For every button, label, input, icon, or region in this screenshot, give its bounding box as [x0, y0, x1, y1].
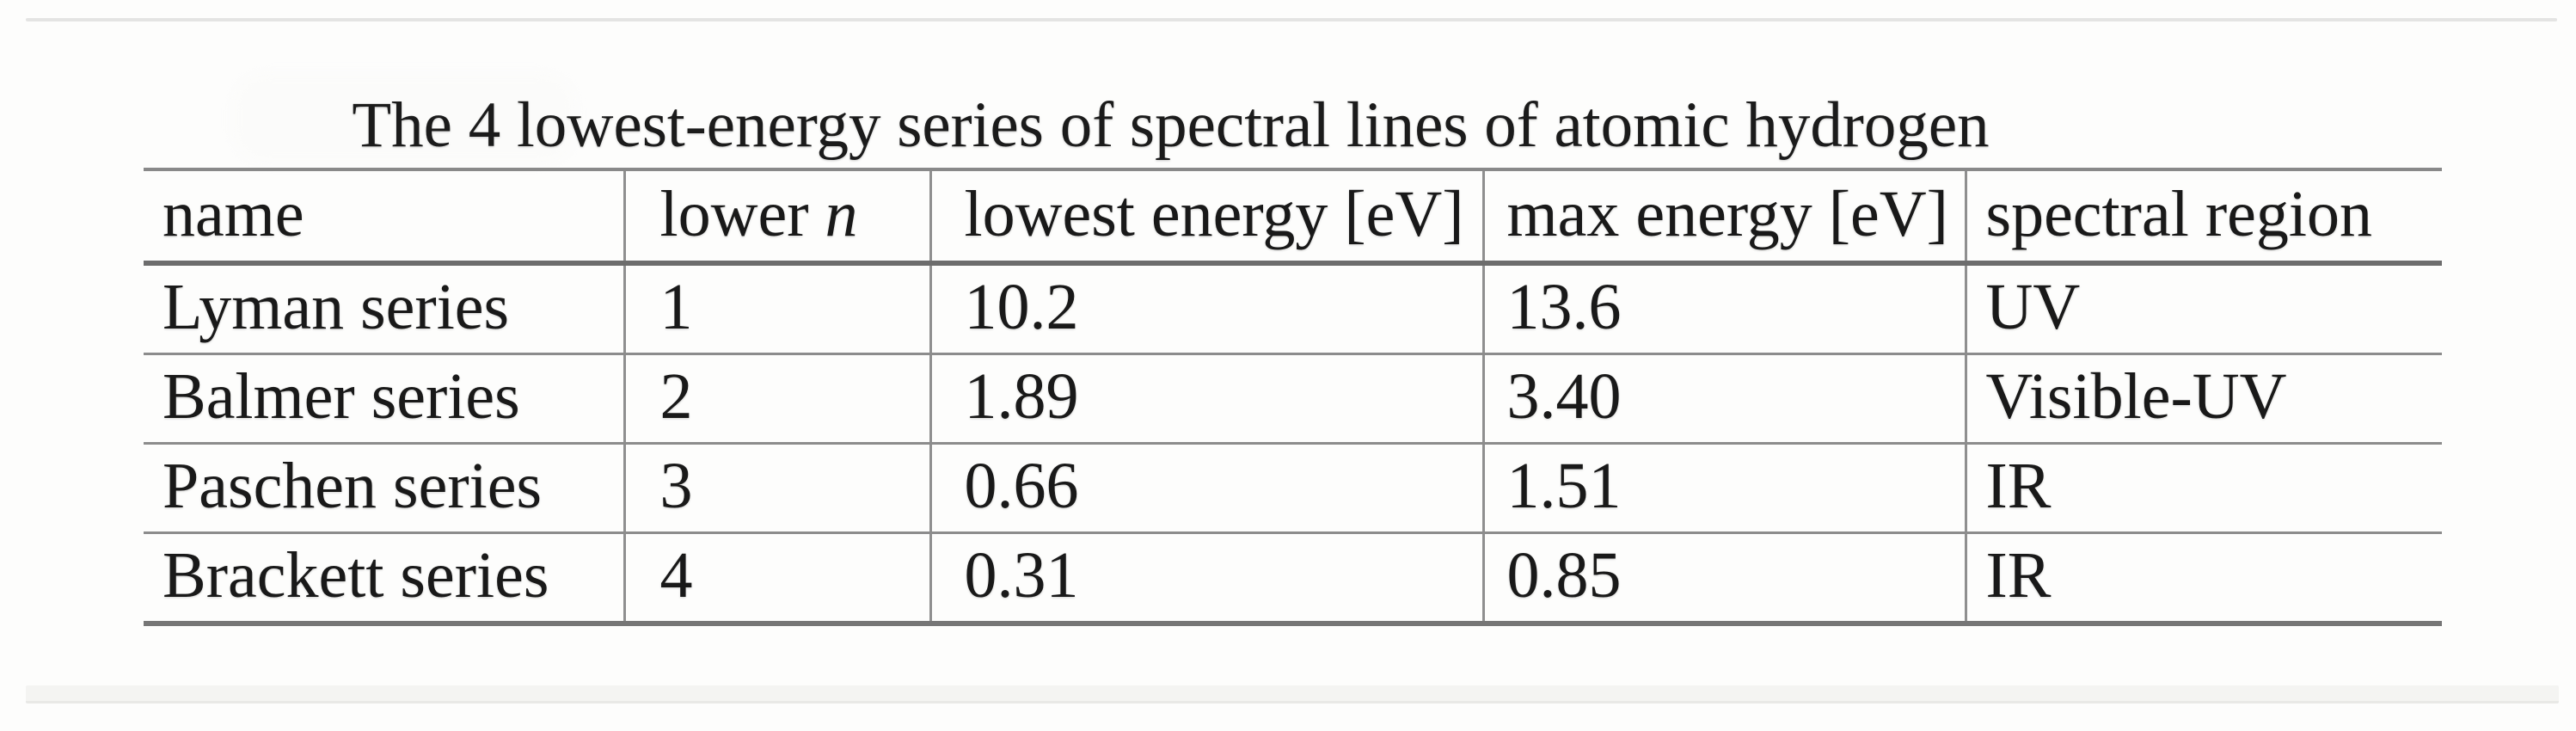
column-header-lowest-energy-label: lowest energy [eV]	[964, 177, 1464, 250]
cell-lower-n: 2	[623, 353, 930, 445]
cell-lowest-energy: 0.66	[929, 443, 1483, 534]
cell-lower-n: 4	[623, 532, 930, 626]
cell-series-name: Lyman series	[144, 263, 624, 355]
cell-spectral-region: Visible-UV	[1964, 353, 2442, 445]
column-header-lowest-energy: lowest energy [eV]	[929, 168, 1483, 266]
cell-lowest-energy: 1.89	[929, 353, 1483, 445]
table-body: Lyman series 1 10.2 13.6 UV Balmer serie…	[144, 263, 2442, 626]
cell-max-energy: 1.51	[1481, 443, 1966, 534]
table-row-paschen: Paschen series 3 0.66 1.51 IR	[144, 443, 2442, 534]
cell-lowest-energy: 0.31	[929, 532, 1483, 626]
header-row: name lower n lowest energy [eV] max ener…	[144, 168, 2442, 266]
cell-spectral-region: IR	[1964, 532, 2442, 626]
table-caption: The 4 lowest-energy series of spectral l…	[352, 89, 1990, 161]
cell-lowest-energy: 10.2	[929, 263, 1483, 355]
column-header-max-energy: max energy [eV]	[1481, 168, 1966, 266]
cell-lower-n: 1	[623, 263, 930, 355]
column-header-lower-n-label: lower	[659, 177, 825, 250]
cell-max-energy: 13.6	[1481, 263, 1966, 355]
cell-series-name: Balmer series	[144, 353, 624, 445]
hydrogen-series-table: name lower n lowest energy [eV] max ener…	[144, 168, 2442, 626]
bottom-divider-band	[26, 685, 2559, 703]
table-row-balmer: Balmer series 2 1.89 3.40 Visible-UV	[144, 353, 2442, 445]
table-row-lyman: Lyman series 1 10.2 13.6 UV	[144, 263, 2442, 355]
cell-max-energy: 3.40	[1481, 353, 1966, 445]
italic-n-symbol: n	[825, 177, 858, 250]
column-header-name-label: name	[163, 177, 304, 250]
column-header-spectral-region-label: spectral region	[1985, 177, 2372, 250]
caption-highlight-artifact	[232, 73, 576, 163]
column-header-spectral-region: spectral region	[1964, 168, 2442, 266]
column-header-lower-n: lower n	[623, 168, 930, 266]
cell-lower-n: 3	[623, 443, 930, 534]
cell-max-energy: 0.85	[1481, 532, 1966, 626]
cell-series-name: Paschen series	[144, 443, 624, 534]
column-header-name: name	[144, 168, 624, 266]
cell-spectral-region: IR	[1964, 443, 2442, 534]
column-header-max-energy-label: max energy [eV]	[1506, 177, 1948, 250]
cell-series-name: Brackett series	[144, 532, 624, 626]
top-divider-line	[26, 18, 2557, 22]
cell-spectral-region: UV	[1964, 263, 2442, 355]
table-row-brackett: Brackett series 4 0.31 0.85 IR	[144, 532, 2442, 626]
table-header: name lower n lowest energy [eV] max ener…	[144, 168, 2442, 266]
